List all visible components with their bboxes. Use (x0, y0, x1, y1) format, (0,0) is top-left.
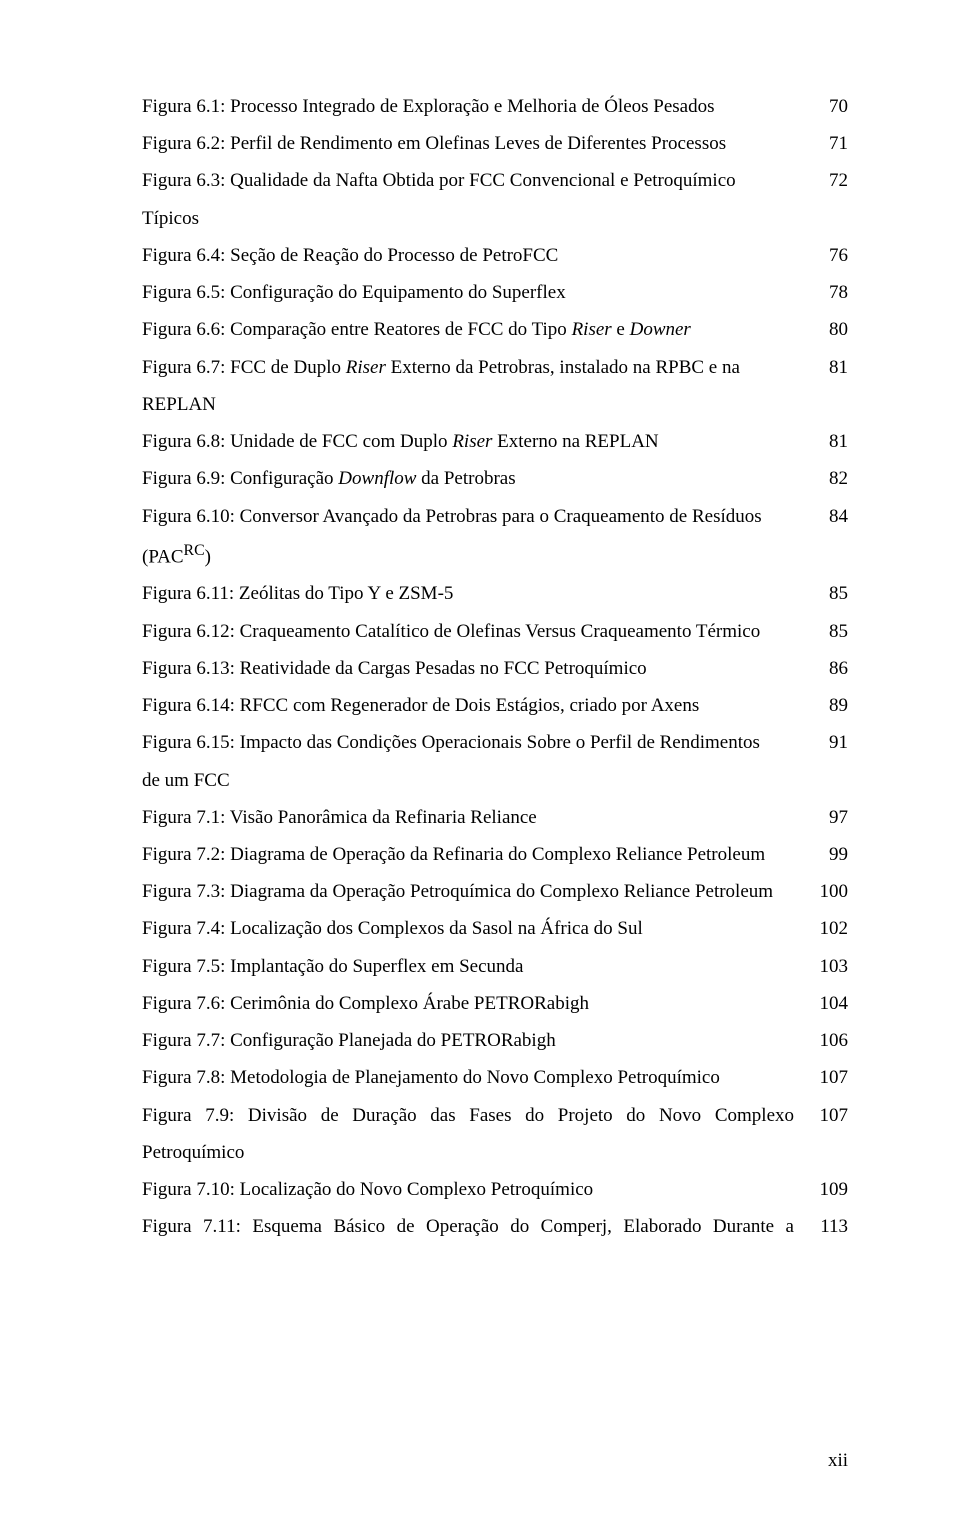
figure-entry: Figura 6.1: Processo Integrado de Explor… (142, 88, 848, 125)
figure-entry: Figura 6.15: Impacto das Condições Opera… (142, 724, 848, 761)
figure-label-continuation: REPLAN (142, 386, 848, 423)
figure-entry: Figura 6.3: Qualidade da Nafta Obtida po… (142, 162, 848, 199)
figure-label: Figura 7.5: Implantação do Superflex em … (142, 948, 812, 985)
figure-entry: Figura 6.5: Configuração do Equipamento … (142, 274, 848, 311)
page-number: xii (828, 1450, 848, 1472)
figure-label: Figura 6.10: Conversor Avançado da Petro… (142, 498, 812, 535)
figure-label-continuation: de um FCC (142, 762, 848, 799)
figure-page: 91 (812, 724, 848, 761)
figure-label: Figura 6.11: Zeólitas do Tipo Y e ZSM-5 (142, 575, 812, 612)
figure-page: 107 (812, 1097, 848, 1134)
figure-label: Figura 6.12: Craqueamento Catalítico de … (142, 613, 812, 650)
figure-label: Figura 7.1: Visão Panorâmica da Refinari… (142, 799, 812, 836)
figure-page: 72 (812, 162, 848, 199)
figure-entry: Figura 7.8: Metodologia de Planejamento … (142, 1059, 848, 1096)
figure-page: 103 (812, 948, 848, 985)
figure-entry: Figura 7.4: Localização dos Complexos da… (142, 910, 848, 947)
figure-label: Figura 7.7: Configuração Planejada do PE… (142, 1022, 812, 1059)
figure-label: Figura 7.11: Esquema Básico de Operação … (142, 1208, 812, 1245)
figure-label: Figura 7.8: Metodologia de Planejamento … (142, 1059, 812, 1096)
figure-entry: Figura 6.4: Seção de Reação do Processo … (142, 237, 848, 274)
figure-label: Figura 7.4: Localização dos Complexos da… (142, 910, 812, 947)
figure-page: 104 (812, 985, 848, 1022)
figure-label: Figura 6.9: Configuração Downflow da Pet… (142, 460, 812, 497)
figure-label: Figura 6.6: Comparação entre Reatores de… (142, 311, 812, 348)
figure-entry: Figura 6.8: Unidade de FCC com Duplo Ris… (142, 423, 848, 460)
figure-label: Figura 6.5: Configuração do Equipamento … (142, 274, 812, 311)
figure-page: 107 (812, 1059, 848, 1096)
figure-entry: Figura 7.10: Localização do Novo Complex… (142, 1171, 848, 1208)
figure-label-continuation: (PACRC) (142, 535, 848, 576)
figure-entry: Figura 6.13: Reatividade da Cargas Pesad… (142, 650, 848, 687)
figure-label: Figura 6.1: Processo Integrado de Explor… (142, 88, 812, 125)
figure-page: 89 (812, 687, 848, 724)
figure-page: 80 (812, 311, 848, 348)
figure-page: 86 (812, 650, 848, 687)
figure-page: 78 (812, 274, 848, 311)
figure-page: 99 (812, 836, 848, 873)
figure-page: 70 (812, 88, 848, 125)
figure-page: 97 (812, 799, 848, 836)
figure-label: Figura 6.2: Perfil de Rendimento em Olef… (142, 125, 812, 162)
figure-entry: Figura 6.11: Zeólitas do Tipo Y e ZSM-58… (142, 575, 848, 612)
figure-entry: Figura 6.9: Configuração Downflow da Pet… (142, 460, 848, 497)
figure-label: Figura 7.9: Divisão de Duração das Fases… (142, 1097, 812, 1134)
figure-entry: Figura 7.1: Visão Panorâmica da Refinari… (142, 799, 848, 836)
figure-page: 82 (812, 460, 848, 497)
figure-label: Figura 6.4: Seção de Reação do Processo … (142, 237, 812, 274)
figure-page: 71 (812, 125, 848, 162)
figure-page: 76 (812, 237, 848, 274)
figure-page: 85 (812, 613, 848, 650)
figure-entry: Figura 7.11: Esquema Básico de Operação … (142, 1208, 848, 1245)
figure-page: 100 (812, 873, 848, 910)
figure-entry: Figura 7.9: Divisão de Duração das Fases… (142, 1097, 848, 1134)
figure-entry: Figura 7.6: Cerimônia do Complexo Árabe … (142, 985, 848, 1022)
figure-entry: Figura 6.6: Comparação entre Reatores de… (142, 311, 848, 348)
figure-page: 102 (812, 910, 848, 947)
figure-label: Figura 6.14: RFCC com Regenerador de Doi… (142, 687, 812, 724)
document-page: Figura 6.1: Processo Integrado de Explor… (0, 0, 960, 1520)
figure-label: Figura 6.8: Unidade de FCC com Duplo Ris… (142, 423, 812, 460)
figure-entry: Figura 6.7: FCC de Duplo Riser Externo d… (142, 349, 848, 386)
figure-page: 81 (812, 423, 848, 460)
figure-entry: Figura 6.2: Perfil de Rendimento em Olef… (142, 125, 848, 162)
figure-page: 85 (812, 575, 848, 612)
figure-entry: Figura 7.2: Diagrama de Operação da Refi… (142, 836, 848, 873)
figure-label-continuation: Petroquímico (142, 1134, 848, 1171)
figure-page: 113 (812, 1208, 848, 1245)
figure-label-continuation: Típicos (142, 200, 848, 237)
figure-label: Figura 7.10: Localização do Novo Complex… (142, 1171, 812, 1208)
figure-label: Figura 7.3: Diagrama da Operação Petroqu… (142, 873, 812, 910)
figure-label: Figura 7.2: Diagrama de Operação da Refi… (142, 836, 812, 873)
figure-entry: Figura 6.12: Craqueamento Catalítico de … (142, 613, 848, 650)
figure-label: Figura 7.6: Cerimônia do Complexo Árabe … (142, 985, 812, 1022)
figure-label: Figura 6.7: FCC de Duplo Riser Externo d… (142, 349, 812, 386)
figure-label: Figura 6.3: Qualidade da Nafta Obtida po… (142, 162, 812, 199)
figure-entry: Figura 7.5: Implantação do Superflex em … (142, 948, 848, 985)
figure-page: 106 (812, 1022, 848, 1059)
figure-label: Figura 6.13: Reatividade da Cargas Pesad… (142, 650, 812, 687)
figure-page: 109 (812, 1171, 848, 1208)
figure-entry: Figura 6.14: RFCC com Regenerador de Doi… (142, 687, 848, 724)
figure-entry: Figura 6.10: Conversor Avançado da Petro… (142, 498, 848, 535)
figure-list: Figura 6.1: Processo Integrado de Explor… (142, 88, 848, 1246)
figure-page: 84 (812, 498, 848, 535)
figure-entry: Figura 7.3: Diagrama da Operação Petroqu… (142, 873, 848, 910)
figure-page: 81 (812, 349, 848, 386)
figure-entry: Figura 7.7: Configuração Planejada do PE… (142, 1022, 848, 1059)
figure-label: Figura 6.15: Impacto das Condições Opera… (142, 724, 812, 761)
